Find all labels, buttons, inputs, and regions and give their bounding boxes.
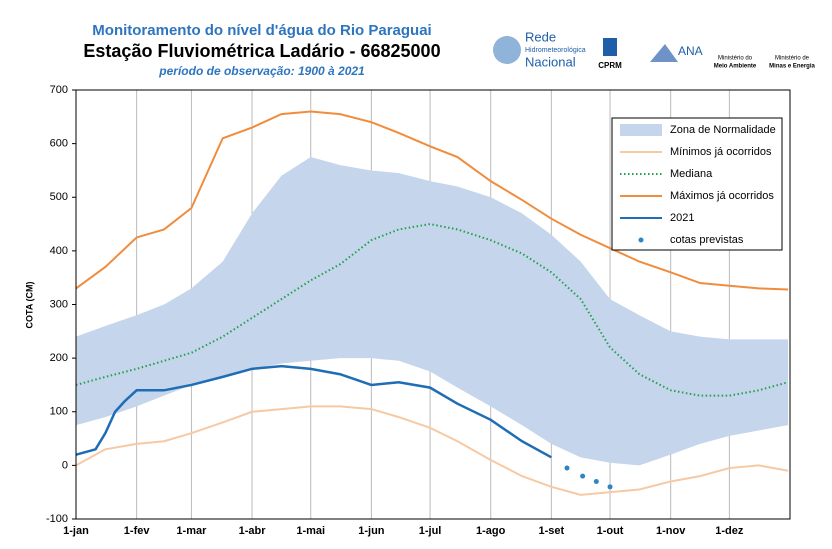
- series-line: [75, 110, 789, 291]
- x-tick-label: 1-mar: [176, 525, 207, 537]
- y-tick-label: 700: [50, 84, 68, 96]
- legend-swatch: [638, 237, 644, 243]
- logo-text: Rede: [525, 29, 556, 44]
- logo-text: Ministério do: [718, 56, 753, 62]
- x-tick-label: 1-dez: [715, 525, 744, 537]
- legend-label: Mínimos já ocorridos: [670, 146, 772, 158]
- y-tick-label: 600: [50, 138, 68, 150]
- x-tick-label: 1-ago: [476, 525, 506, 537]
- x-tick-label: 1-fev: [124, 525, 151, 537]
- x-tick-label: 1-set: [539, 525, 565, 537]
- y-tick-label: -100: [46, 513, 68, 525]
- forecast-point: [564, 465, 570, 471]
- forecast-point: [580, 473, 586, 479]
- forecast-point: [593, 478, 599, 484]
- logo-icon: [650, 44, 678, 62]
- logo-text: Meio Ambiente: [714, 64, 757, 70]
- logo-icon: [493, 36, 521, 64]
- chart-subtitle: Estação Fluviométrica Ladário - 66825000: [83, 41, 440, 61]
- y-tick-label: 500: [50, 191, 68, 203]
- legend-swatch: [620, 124, 662, 136]
- y-tick-label: 200: [50, 352, 68, 364]
- x-tick-label: 1-nov: [656, 525, 686, 537]
- series-group: [75, 110, 789, 496]
- legend-label: Máximos já ocorridos: [670, 190, 774, 202]
- logo-text: ANA: [678, 44, 703, 58]
- y-tick-label: 300: [50, 298, 68, 310]
- chart-title: Monitoramento do nível d'água do Rio Par…: [92, 22, 431, 39]
- plot-frame: [75, 89, 791, 520]
- series-line: [75, 223, 789, 397]
- legend: Zona de Normalidade Mínimos já ocorridos M…: [611, 117, 783, 251]
- logo-text: Hidrometeorológica: [525, 47, 586, 54]
- logo-text: Ministério de: [775, 56, 810, 62]
- y-tick-label: 400: [50, 245, 68, 257]
- x-tick-label: 1-jun: [358, 525, 385, 537]
- series-line: [75, 405, 789, 496]
- x-tick-label: 1-abr: [239, 525, 267, 537]
- legend-box: [611, 117, 783, 251]
- x-tick-label: 1-mai: [296, 525, 325, 537]
- chart-note: período de observação: 1900 à 2021: [158, 64, 365, 78]
- logo-text: Nacional: [525, 54, 576, 69]
- logo-text: Minas e Energia: [769, 64, 815, 70]
- x-tick-label: 1-jul: [419, 525, 442, 537]
- logo-text: CPRM: [598, 61, 622, 70]
- logos: Rede Hidrometeorológica Nacional CPRM AN…: [493, 29, 816, 70]
- x-tick-label: 1-out: [597, 525, 624, 537]
- series-line: [75, 364, 552, 459]
- normal-band: [76, 157, 789, 466]
- y-tick-label: 0: [62, 459, 68, 471]
- legend-label: Mediana: [670, 168, 713, 180]
- x-tick-label: 1-jan: [63, 525, 89, 537]
- legend-label: cotas previstas: [670, 234, 744, 246]
- forecast-point: [607, 484, 613, 490]
- logo-icon: [603, 38, 617, 56]
- y-tick-label: 100: [50, 406, 68, 418]
- legend-label: Zona de Normalidade: [670, 124, 776, 136]
- legend-label: 2021: [670, 212, 694, 224]
- y-axis-label: COTA (CM): [24, 282, 34, 329]
